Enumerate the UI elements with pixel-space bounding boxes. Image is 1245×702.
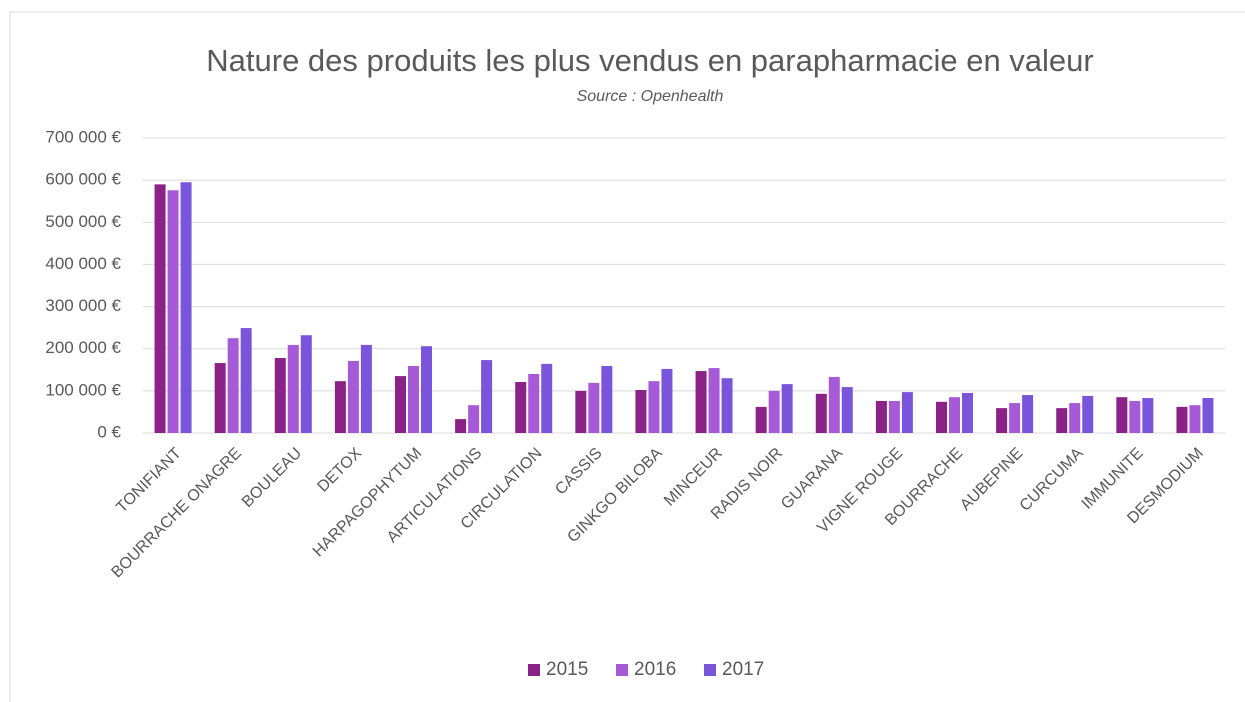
bar: [841, 387, 853, 433]
x-tick-label: MINCEUR: [661, 445, 726, 510]
legend-label: 2017: [722, 659, 764, 680]
legend-label: 2016: [634, 659, 676, 680]
bar: [1022, 395, 1034, 433]
bar: [1082, 395, 1094, 433]
bar: [721, 378, 733, 433]
y-tick-label: 0 €: [97, 422, 121, 441]
legend-swatch: [704, 664, 716, 676]
bar: [528, 374, 540, 433]
bar: [901, 392, 913, 433]
y-tick-label: 700 000 €: [45, 127, 121, 146]
bar: [408, 365, 419, 433]
bar: [1202, 398, 1214, 433]
bar: [996, 408, 1008, 433]
x-tick-label: HARPAGOPHYTUM: [310, 445, 426, 561]
legend-swatch: [528, 664, 540, 676]
bar: [648, 381, 660, 433]
legend-swatch: [616, 664, 628, 676]
bar: [768, 390, 780, 433]
bar: [588, 382, 600, 433]
bar: [635, 390, 647, 433]
bar: [708, 368, 720, 433]
bar: [575, 390, 587, 433]
bar: [541, 363, 553, 433]
bar: [936, 401, 947, 433]
y-tick-label: 100 000 €: [45, 380, 121, 399]
y-tick-label: 500 000 €: [45, 212, 121, 231]
bar: [888, 400, 900, 433]
bar: [1129, 400, 1141, 433]
x-tick-label: AUBEPINE: [957, 445, 1026, 514]
bar: [1116, 397, 1128, 433]
chart-subtitle: Source : Openhealth: [577, 88, 724, 105]
bar: [601, 365, 613, 433]
y-tick-label: 600 000 €: [45, 170, 121, 189]
bar: [360, 344, 372, 433]
bar: [1056, 408, 1068, 433]
x-tick-label: DETOX: [314, 445, 365, 496]
bar: [1189, 405, 1201, 433]
bar: [347, 360, 359, 433]
x-tick-label: CURCUMA: [1017, 445, 1087, 515]
y-tick-label: 200 000 €: [45, 338, 121, 357]
bar: [180, 182, 192, 433]
bar: [781, 384, 793, 433]
bar: [287, 344, 299, 433]
bar: [1142, 398, 1154, 433]
bar: [661, 368, 673, 433]
bar: [515, 382, 527, 433]
bar: [227, 338, 239, 433]
bar: [1176, 406, 1188, 433]
bar: [240, 328, 252, 433]
bar: [214, 363, 226, 433]
bar: [962, 392, 973, 433]
bar: [755, 406, 767, 433]
bar: [334, 381, 346, 433]
chart-title: Nature des produits les plus vendus en p…: [206, 43, 1093, 78]
bar: [167, 190, 179, 433]
bar: [421, 346, 432, 433]
bar: [828, 376, 840, 433]
bar: [468, 405, 480, 433]
x-tick-label: CASSIS: [552, 445, 606, 499]
bar: [300, 335, 312, 433]
y-tick-label: 300 000 €: [45, 296, 121, 315]
bar: [949, 397, 960, 433]
bar: [815, 393, 827, 433]
legend-label: 2015: [546, 659, 588, 680]
x-tick-label: BOULEAU: [239, 445, 305, 511]
bar: [1009, 403, 1021, 433]
y-tick-label: 400 000 €: [45, 254, 121, 273]
bar: [455, 419, 467, 433]
bar: [481, 360, 493, 433]
bar: [274, 357, 286, 433]
bar: [154, 184, 166, 433]
chart-frame: [9, 11, 1245, 702]
bar: [395, 376, 406, 433]
x-tick-label: BOURRACHE ONAGRE: [108, 445, 245, 582]
bar: [875, 400, 887, 433]
bar: [1069, 403, 1081, 433]
bar: [695, 371, 707, 433]
